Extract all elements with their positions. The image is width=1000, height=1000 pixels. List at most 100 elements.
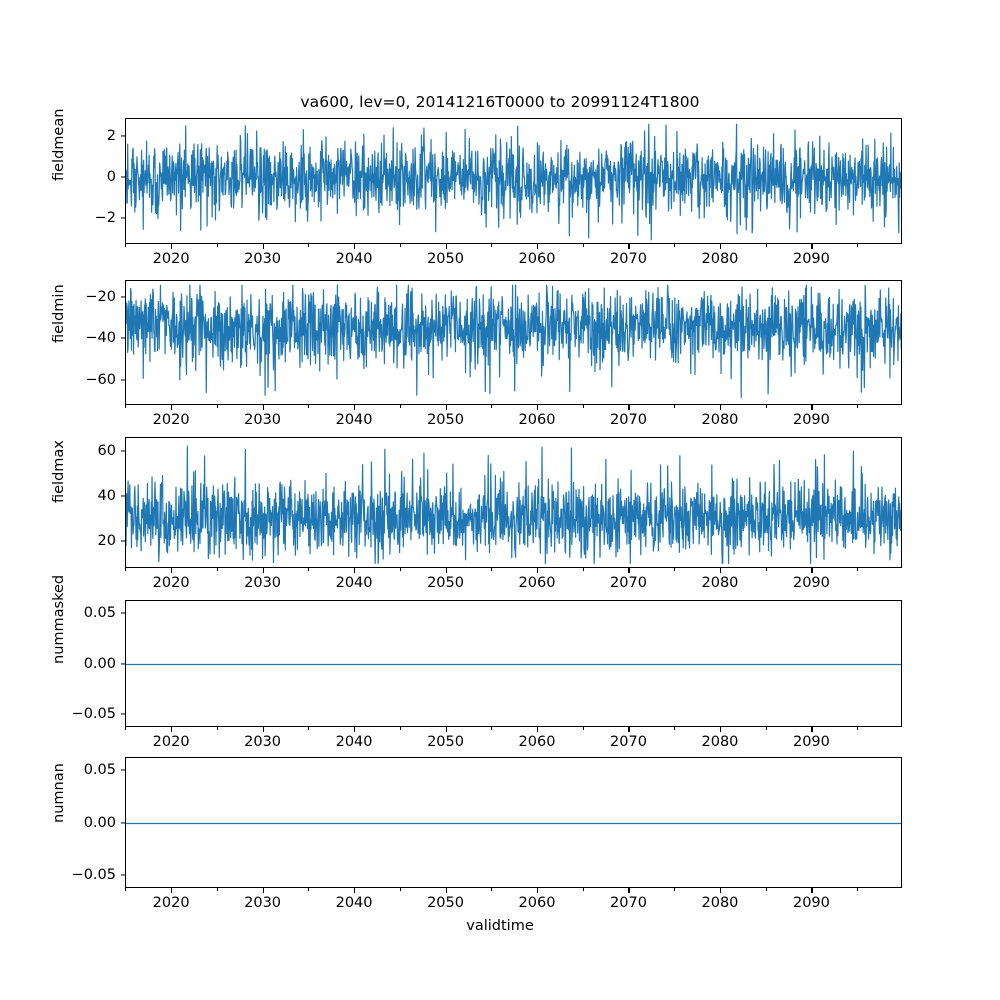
y-tick-label: 20 bbox=[97, 532, 116, 549]
x-tick-label: 2090 bbox=[792, 251, 830, 267]
y-tick-mark bbox=[120, 379, 125, 381]
plot-area-numnan bbox=[125, 757, 902, 888]
x-tick-mark-minor bbox=[491, 727, 493, 730]
x-tick-mark-minor bbox=[125, 405, 127, 408]
x-tick-label: 2060 bbox=[518, 575, 556, 591]
x-tick-mark bbox=[628, 405, 630, 410]
y-tick-label: 40 bbox=[97, 487, 116, 504]
x-tick-label: 2090 bbox=[792, 734, 830, 750]
series-canvas-fieldmax bbox=[126, 438, 901, 567]
x-tick-mark bbox=[262, 568, 264, 573]
x-tick-mark-minor bbox=[674, 568, 676, 571]
x-tick-mark bbox=[171, 568, 173, 573]
x-tick-label: 2080 bbox=[701, 734, 739, 750]
x-tick-mark-minor bbox=[765, 405, 767, 408]
x-tick-mark-minor bbox=[308, 727, 310, 730]
x-tick-mark-minor bbox=[765, 244, 767, 247]
x-tick-mark-minor bbox=[491, 888, 493, 891]
x-tick-label: 2030 bbox=[244, 895, 282, 911]
x-tick-mark-minor bbox=[582, 727, 584, 730]
x-tick-label: 2090 bbox=[792, 895, 830, 911]
x-tick-mark bbox=[628, 888, 630, 893]
x-tick-label: 2050 bbox=[427, 575, 464, 591]
x-tick-mark bbox=[354, 244, 356, 249]
x-tick-label: 2060 bbox=[518, 412, 556, 428]
x-tick-label: 2060 bbox=[518, 734, 556, 750]
x-tick-mark-minor bbox=[216, 568, 218, 571]
x-tick-label: 2090 bbox=[792, 412, 830, 428]
x-tick-mark bbox=[537, 568, 539, 573]
x-tick-mark bbox=[811, 888, 813, 893]
x-tick-mark-minor bbox=[765, 888, 767, 891]
x-tick-label: 2040 bbox=[335, 734, 373, 750]
y-tick-mark bbox=[120, 495, 125, 497]
y-tick-label: 60 bbox=[97, 442, 116, 459]
subplot-fieldmean: 2 0 −2 fieldmean 2020 2030 2040 2050 2060 2070 208… bbox=[51, 109, 902, 267]
x-tick-label: 2070 bbox=[610, 734, 647, 750]
series-canvas-numnan bbox=[126, 758, 901, 887]
x-tick-label: 2050 bbox=[427, 412, 464, 428]
x-tick-label: 2070 bbox=[610, 895, 647, 911]
x-tick-mark-minor bbox=[491, 405, 493, 408]
x-tick-mark-minor bbox=[765, 568, 767, 571]
x-tick-mark bbox=[719, 405, 722, 410]
x-tick-mark-minor bbox=[399, 568, 401, 571]
x-tick-mark bbox=[354, 727, 356, 732]
x-tick-label: 2070 bbox=[610, 251, 647, 267]
x-tick-mark-minor bbox=[399, 888, 401, 891]
x-tick-label: 2080 bbox=[701, 895, 739, 911]
x-axis-label: validtime bbox=[466, 918, 534, 934]
y-tick-label: 0.00 bbox=[83, 814, 116, 831]
x-tick-mark-minor bbox=[125, 568, 127, 571]
x-tick-label: 2050 bbox=[427, 251, 464, 267]
x-tick-mark bbox=[262, 888, 264, 893]
x-tick-mark-minor bbox=[765, 727, 767, 730]
x-tick-mark-minor bbox=[125, 888, 127, 891]
x-tick-mark bbox=[445, 244, 447, 249]
x-tick-mark bbox=[628, 568, 630, 573]
plot-area-nummasked bbox=[125, 600, 902, 727]
x-tick-mark bbox=[171, 727, 173, 732]
subplot-nummasked: 0.05 0.00 −0.05 nummasked 2020 2030 2040 2050 20… bbox=[51, 574, 902, 750]
x-tick-mark bbox=[171, 888, 173, 893]
x-tick-mark-minor bbox=[857, 244, 859, 247]
x-tick-mark bbox=[537, 888, 539, 893]
y-tick-mark bbox=[120, 176, 125, 178]
x-tick-label: 2090 bbox=[792, 575, 830, 591]
x-tick-mark-minor bbox=[582, 405, 584, 408]
y-tick-mark bbox=[120, 769, 125, 771]
x-tick-label: 2030 bbox=[244, 734, 282, 750]
y-tick-label: 0 bbox=[106, 168, 116, 185]
x-tick-mark-minor bbox=[674, 244, 676, 247]
x-tick-label: 2020 bbox=[152, 575, 190, 591]
x-tick-mark-minor bbox=[491, 244, 493, 247]
x-tick-label: 2030 bbox=[244, 251, 282, 267]
x-tick-mark-minor bbox=[582, 244, 584, 247]
x-tick-mark-minor bbox=[308, 405, 310, 408]
x-tick-label: 2070 bbox=[610, 575, 647, 591]
plot-area-fieldmax bbox=[125, 437, 902, 568]
y-tick-label: −2 bbox=[94, 210, 116, 227]
y-tick-label: −40 bbox=[85, 330, 116, 347]
x-tick-label: 2030 bbox=[244, 412, 282, 428]
subplot-fieldmax: 60 40 20 fieldmax 2020 2030 2040 2050 2060 2070 20… bbox=[51, 437, 902, 591]
x-tick-mark-minor bbox=[857, 568, 859, 571]
x-tick-mark-minor bbox=[216, 727, 218, 730]
x-tick-mark bbox=[445, 888, 447, 893]
y-tick-mark bbox=[120, 217, 125, 219]
x-tick-label: 2040 bbox=[335, 895, 373, 911]
x-tick-label: 2050 bbox=[427, 734, 464, 750]
x-tick-mark-minor bbox=[308, 568, 310, 571]
x-tick-mark bbox=[719, 568, 722, 573]
x-tick-mark bbox=[719, 888, 722, 893]
x-tick-mark bbox=[628, 244, 630, 249]
x-tick-mark-minor bbox=[125, 727, 127, 730]
y-tick-mark bbox=[120, 337, 125, 339]
x-tick-mark bbox=[354, 888, 356, 893]
x-tick-label: 2020 bbox=[152, 734, 190, 750]
y-tick-label: −60 bbox=[85, 372, 116, 388]
x-tick-mark-minor bbox=[125, 244, 127, 247]
x-tick-label: 2070 bbox=[610, 412, 647, 428]
series-canvas-fieldmin bbox=[126, 281, 901, 404]
